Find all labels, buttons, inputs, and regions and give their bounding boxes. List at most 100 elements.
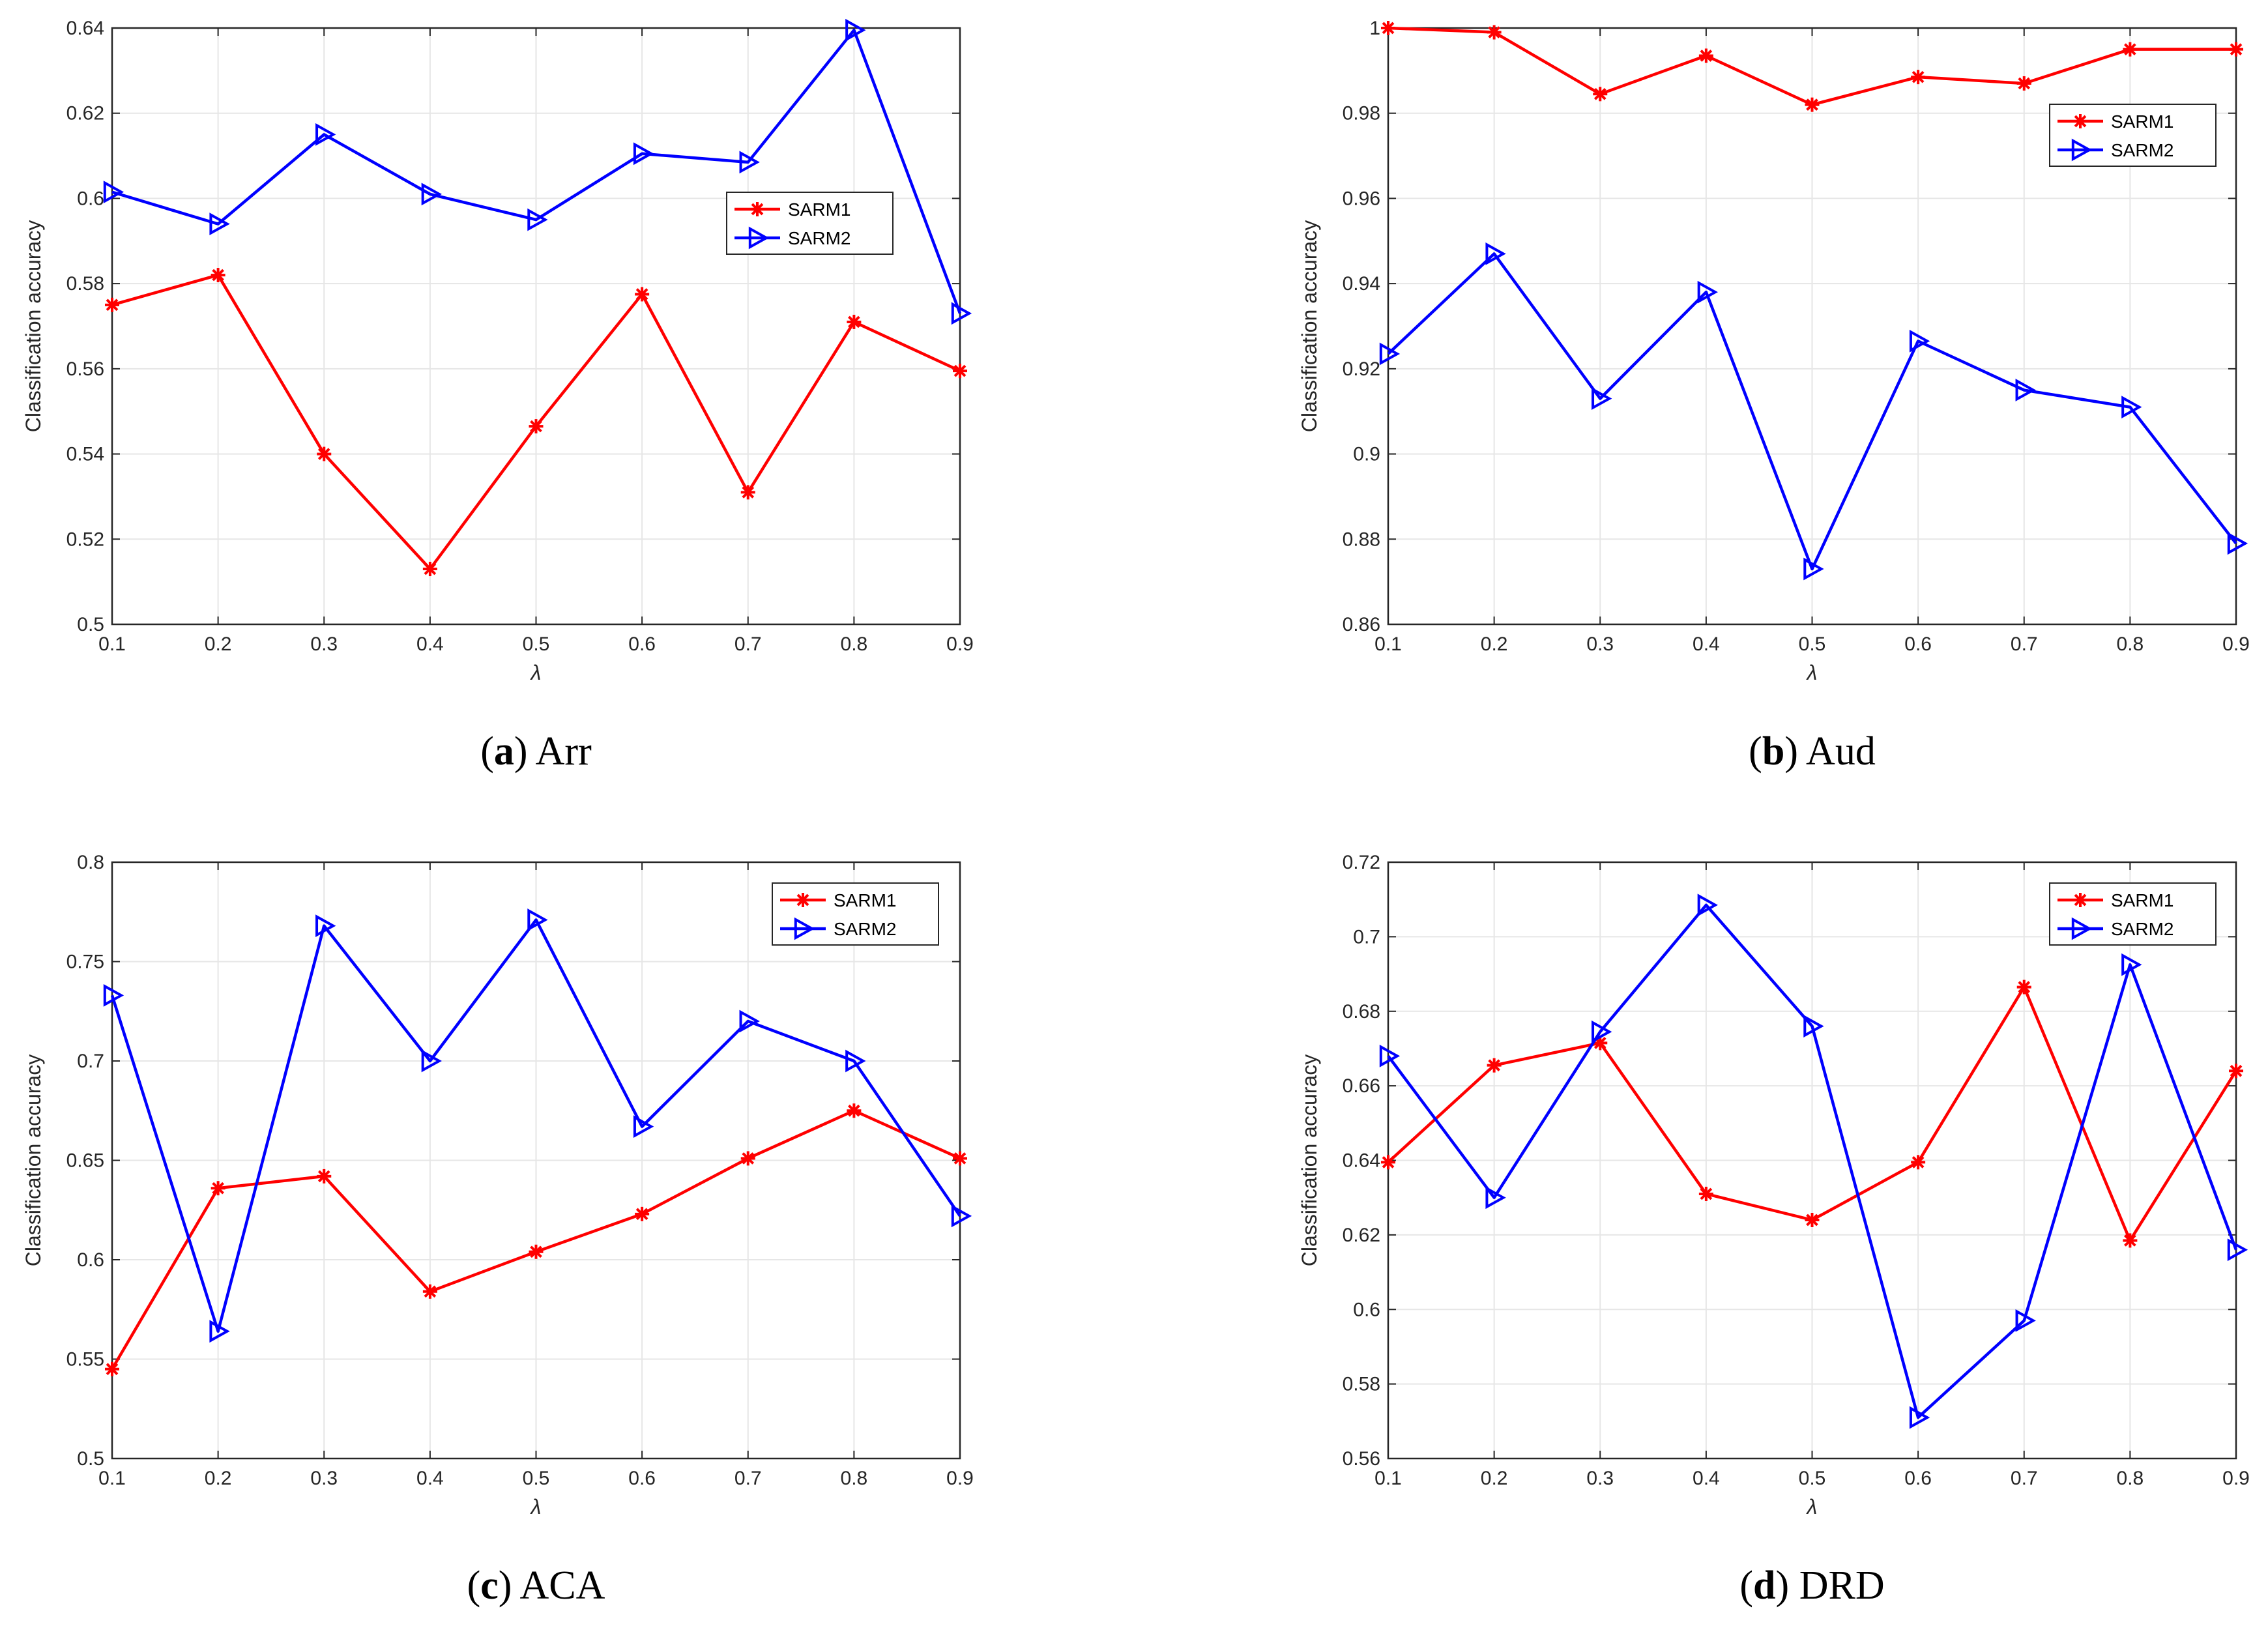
x-tick-label: 0.3 xyxy=(1586,1468,1614,1489)
legend-marker xyxy=(2073,893,2087,907)
data-point-sarm2 xyxy=(421,1049,442,1073)
data-point-sarm1 xyxy=(1698,1186,1713,1201)
caption-letter: b xyxy=(1762,729,1784,774)
y-tick-label: 0.62 xyxy=(1343,1225,1380,1246)
y-tick-label: 1 xyxy=(1369,18,1380,39)
data-point-sarm2 xyxy=(951,302,972,325)
y-tick-label: 0.62 xyxy=(66,103,104,124)
y-axis-label: Classification accuracy xyxy=(22,220,45,432)
y-tick-label: 0.7 xyxy=(1353,926,1380,948)
x-axis-label: λ xyxy=(530,661,542,684)
data-point-sarm2 xyxy=(2121,396,2142,419)
x-tick-label: 0.9 xyxy=(946,1468,974,1489)
legend: SARM1 SARM2 xyxy=(2049,882,2217,946)
legend-entry: SARM1 xyxy=(788,199,850,220)
data-point-sarm2 xyxy=(1379,1044,1401,1067)
x-tick-label: 0.9 xyxy=(946,633,974,655)
legend: SARM1 SARM2 xyxy=(726,192,894,255)
legend: SARM1 SARM2 xyxy=(772,882,939,946)
caption-text: Aud xyxy=(1806,729,1876,774)
data-point-sarm2 xyxy=(421,182,442,206)
x-tick-label: 0.3 xyxy=(1586,633,1614,655)
legend-entry: SARM1 xyxy=(2111,890,2174,910)
y-tick-label: 0.58 xyxy=(1343,1374,1380,1395)
legend-marker xyxy=(794,917,815,940)
y-tick-label: 0.58 xyxy=(66,273,104,295)
x-tick-label: 0.2 xyxy=(205,1468,232,1489)
series-line-sarm2 xyxy=(1387,903,2238,1419)
data-point-sarm2 xyxy=(2015,379,2036,401)
x-axis-label: λ xyxy=(530,1495,542,1518)
x-tick-label: 0.7 xyxy=(2011,633,2038,655)
chart-panel-c: 0.1 0.2 0.3 0.4 0.5 0.6 0.7 0.8 0.9 0.5 0.55 0.6 0.6… xyxy=(22,852,974,1608)
x-tick-label: 0.5 xyxy=(523,633,550,655)
legend-entry: SARM2 xyxy=(834,919,896,939)
data-point-sarm1 xyxy=(2016,980,2031,994)
x-tick-label: 0.2 xyxy=(1481,633,1508,655)
x-tick-label: 0.4 xyxy=(1693,1468,1720,1489)
legend-entry: SARM1 xyxy=(2111,111,2174,132)
x-tick-label: 0.2 xyxy=(1481,1468,1508,1489)
data-point-sarm2 xyxy=(739,151,760,174)
data-point-sarm1 xyxy=(2016,76,2031,91)
data-point-sarm2 xyxy=(103,181,124,204)
data-point-sarm1 xyxy=(1698,48,1713,63)
data-point-sarm2 xyxy=(209,212,230,236)
data-point-sarm1 xyxy=(211,1181,225,1196)
data-point-sarm2 xyxy=(633,142,654,166)
data-point-sarm1 xyxy=(317,446,332,461)
y-tick-label: 0.65 xyxy=(66,1150,104,1172)
data-point-sarm1 xyxy=(105,297,119,312)
y-tick-label: 0.55 xyxy=(66,1349,104,1371)
data-point-sarm1 xyxy=(847,1103,862,1118)
y-tick-label: 0.56 xyxy=(66,358,104,380)
x-tick-label: 0.8 xyxy=(841,1468,868,1489)
data-point-sarm1 xyxy=(2123,42,2138,57)
y-tick-label: 0.94 xyxy=(1343,273,1380,295)
legend-marker xyxy=(750,202,764,216)
data-point-sarm1 xyxy=(2123,1233,2138,1248)
x-tick-label: 0.4 xyxy=(1693,633,1720,655)
data-point-sarm1 xyxy=(1805,1213,1820,1227)
y-tick-label: 0.92 xyxy=(1343,358,1380,380)
y-tick-label: 0.56 xyxy=(1343,1448,1380,1470)
x-tick-label: 0.8 xyxy=(2117,1468,2144,1489)
y-tick-label: 0.64 xyxy=(66,18,104,39)
data-point-sarm1 xyxy=(847,314,862,329)
x-tick-label: 0.8 xyxy=(841,633,868,655)
data-point-sarm2 xyxy=(1485,1186,1506,1210)
data-point-sarm1 xyxy=(740,1151,755,1166)
legend-entry: SARM2 xyxy=(788,228,850,248)
y-tick-label: 0.6 xyxy=(1353,1299,1380,1320)
data-point-sarm2 xyxy=(951,1204,972,1228)
y-tick-label: 0.5 xyxy=(77,1448,104,1470)
data-point-sarm1 xyxy=(422,1284,437,1299)
caption-text: Arr xyxy=(536,729,592,774)
data-point-sarm2 xyxy=(2227,1238,2248,1262)
x-tick-label: 0.1 xyxy=(98,633,126,655)
y-axis-label: Classification accuracy xyxy=(1298,1054,1321,1266)
panel-caption: (a) Arr xyxy=(480,729,592,774)
data-point-sarm1 xyxy=(635,287,650,302)
y-tick-label: 0.66 xyxy=(1343,1075,1380,1097)
caption-letter: c xyxy=(480,1563,499,1608)
data-point-sarm1 xyxy=(1487,1058,1502,1073)
chart-panel-d: 0.1 0.2 0.3 0.4 0.5 0.6 0.7 0.8 0.9 0.56 0.58 0.6 0.… xyxy=(1298,852,2250,1608)
data-point-sarm1 xyxy=(1593,87,1608,102)
data-point-sarm1 xyxy=(1805,97,1820,112)
x-tick-label: 0.4 xyxy=(416,1468,444,1489)
x-tick-label: 0.6 xyxy=(628,633,656,655)
x-tick-label: 0.5 xyxy=(1799,633,1826,655)
series-line-sarm2 xyxy=(110,918,961,1333)
y-tick-label: 0.7 xyxy=(77,1051,104,1072)
data-point-sarm2 xyxy=(315,123,336,146)
data-point-sarm1 xyxy=(529,1244,544,1259)
data-point-sarm2 xyxy=(527,208,548,231)
x-tick-label: 0.7 xyxy=(734,633,762,655)
x-tick-label: 0.3 xyxy=(310,1468,338,1489)
data-point-sarm2 xyxy=(1485,242,1506,265)
y-tick-label: 0.75 xyxy=(66,951,104,973)
series-line-sarm2 xyxy=(111,29,962,314)
x-tick-label: 0.9 xyxy=(2222,1468,2250,1489)
x-tick-label: 0.1 xyxy=(1374,633,1402,655)
